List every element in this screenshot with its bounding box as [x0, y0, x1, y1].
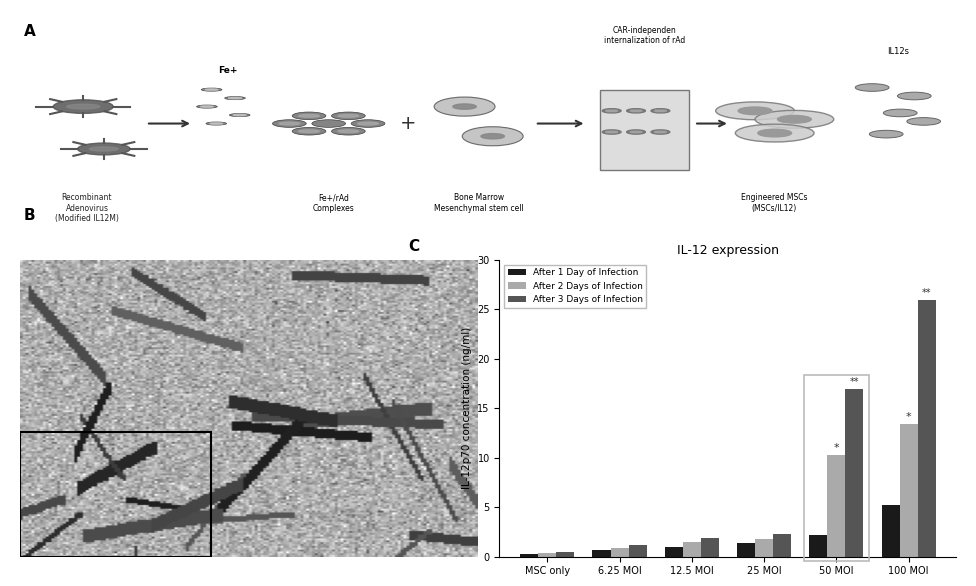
- Ellipse shape: [434, 97, 495, 116]
- Circle shape: [651, 130, 670, 134]
- Text: C: C: [408, 239, 419, 254]
- Ellipse shape: [66, 104, 100, 109]
- Ellipse shape: [299, 130, 319, 132]
- Circle shape: [78, 143, 130, 155]
- Circle shape: [907, 118, 941, 125]
- Text: Fe+/rAd
Complexes: Fe+/rAd Complexes: [312, 193, 354, 213]
- Ellipse shape: [338, 114, 359, 117]
- Text: +: +: [400, 114, 417, 133]
- Legend: After 1 Day of Infection, After 2 Days of Infection, After 3 Days of Infection: After 1 Day of Infection, After 2 Days o…: [504, 264, 646, 308]
- Bar: [539, 553, 556, 557]
- Bar: [809, 535, 828, 557]
- Circle shape: [651, 109, 670, 113]
- Circle shape: [602, 109, 621, 113]
- Ellipse shape: [299, 114, 319, 117]
- Ellipse shape: [90, 147, 118, 151]
- Bar: [683, 542, 701, 557]
- Circle shape: [735, 124, 814, 142]
- Bar: [900, 424, 917, 557]
- Text: *: *: [906, 412, 912, 423]
- Ellipse shape: [358, 122, 379, 125]
- Ellipse shape: [338, 130, 359, 132]
- Circle shape: [292, 127, 326, 135]
- Text: Fe+: Fe+: [218, 66, 237, 75]
- Ellipse shape: [453, 104, 476, 109]
- Bar: [828, 455, 845, 557]
- Text: Bone Marrow
Mesenchymal stem cell: Bone Marrow Mesenchymal stem cell: [433, 193, 523, 213]
- Circle shape: [602, 130, 621, 134]
- Ellipse shape: [463, 127, 523, 146]
- Circle shape: [870, 130, 903, 138]
- Ellipse shape: [200, 105, 214, 107]
- Bar: [881, 505, 900, 557]
- Text: *: *: [834, 443, 839, 453]
- Ellipse shape: [654, 131, 667, 133]
- Circle shape: [883, 109, 917, 117]
- Circle shape: [715, 102, 794, 120]
- Ellipse shape: [229, 114, 250, 117]
- Text: Recombinant
Adenovirus
(Modified IL12M): Recombinant Adenovirus (Modified IL12M): [55, 193, 119, 223]
- Bar: [701, 538, 719, 557]
- Circle shape: [292, 112, 326, 120]
- Bar: [611, 548, 629, 557]
- Bar: [773, 534, 792, 557]
- Circle shape: [778, 115, 811, 123]
- Bar: [629, 545, 647, 557]
- Text: B: B: [23, 208, 35, 223]
- Circle shape: [332, 127, 365, 135]
- Circle shape: [351, 120, 385, 127]
- Circle shape: [332, 112, 365, 120]
- Ellipse shape: [279, 122, 300, 125]
- Circle shape: [54, 100, 113, 113]
- Bar: [556, 552, 575, 557]
- Ellipse shape: [196, 105, 218, 108]
- Ellipse shape: [481, 134, 505, 139]
- Title: IL-12 expression: IL-12 expression: [677, 244, 779, 257]
- Circle shape: [757, 130, 792, 137]
- Ellipse shape: [201, 88, 222, 91]
- Text: **: **: [850, 377, 859, 387]
- Bar: [845, 389, 864, 557]
- Text: Engineered MSCs
(MSCs/IL12): Engineered MSCs (MSCs/IL12): [741, 193, 807, 213]
- Bar: [520, 554, 539, 557]
- Circle shape: [738, 107, 772, 115]
- Circle shape: [755, 110, 834, 128]
- Circle shape: [627, 109, 645, 113]
- Ellipse shape: [233, 114, 246, 116]
- Bar: [804, 374, 869, 561]
- Circle shape: [272, 120, 306, 127]
- Bar: [592, 550, 611, 557]
- Circle shape: [855, 84, 889, 91]
- Y-axis label: IL-12p70 concentration (ng/ml): IL-12p70 concentration (ng/ml): [462, 327, 471, 489]
- Ellipse shape: [210, 122, 223, 124]
- Text: **: **: [922, 288, 931, 298]
- Text: A: A: [24, 24, 36, 39]
- Ellipse shape: [630, 131, 642, 133]
- Bar: [665, 547, 683, 557]
- Text: CAR-independen
internalization of rAd: CAR-independen internalization of rAd: [604, 26, 685, 46]
- Circle shape: [312, 120, 346, 127]
- Circle shape: [898, 92, 931, 100]
- Ellipse shape: [654, 110, 667, 112]
- Ellipse shape: [605, 110, 618, 112]
- Bar: [737, 543, 755, 557]
- Text: IL12s: IL12s: [887, 47, 910, 56]
- Ellipse shape: [224, 97, 245, 100]
- Ellipse shape: [205, 89, 219, 90]
- Circle shape: [627, 130, 645, 134]
- Ellipse shape: [605, 131, 618, 133]
- Ellipse shape: [630, 110, 642, 112]
- Ellipse shape: [228, 97, 242, 99]
- Bar: [917, 299, 936, 557]
- FancyBboxPatch shape: [600, 90, 689, 170]
- Bar: [755, 539, 773, 557]
- Ellipse shape: [206, 122, 226, 125]
